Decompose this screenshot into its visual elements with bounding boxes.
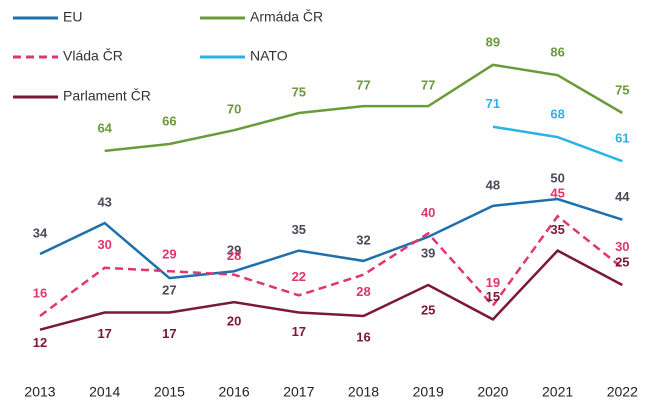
data-label: 19 — [486, 275, 500, 290]
x-tick-label: 2020 — [477, 384, 508, 400]
data-label: 86 — [550, 45, 564, 60]
data-label: 48 — [486, 177, 500, 192]
data-label: 17 — [97, 326, 111, 341]
data-label: 17 — [292, 324, 306, 339]
series-line — [104, 63, 623, 153]
data-label: 17 — [162, 326, 176, 341]
data-label: 28 — [227, 248, 241, 263]
data-label: 34 — [33, 225, 48, 240]
data-label: 45 — [550, 186, 564, 201]
x-tick-label: 2013 — [24, 384, 55, 400]
legend-label: Armáda ČR — [250, 9, 323, 25]
data-label: 50 — [550, 170, 564, 185]
data-label: 89 — [486, 34, 500, 49]
data-label: 44 — [615, 189, 630, 204]
x-tick-label: 2016 — [219, 384, 250, 400]
legend-label: NATO — [250, 48, 288, 64]
data-label: 12 — [33, 335, 47, 350]
data-label: 25 — [615, 254, 629, 269]
x-tick-label: 2018 — [348, 384, 379, 400]
x-tick-label: 2017 — [283, 384, 314, 400]
data-label: 30 — [615, 239, 629, 254]
data-label: 64 — [97, 120, 112, 135]
data-label: 27 — [162, 283, 176, 298]
legend-label: Vláda ČR — [63, 48, 123, 64]
data-label: 40 — [421, 205, 435, 220]
legend-label: Parlament ČR — [63, 88, 151, 104]
data-label: 15 — [486, 289, 500, 304]
data-label: 39 — [421, 245, 435, 260]
data-label: 30 — [97, 237, 111, 252]
data-label: 35 — [292, 222, 306, 237]
data-label: 68 — [550, 107, 564, 122]
data-label: 77 — [421, 78, 435, 93]
data-label: 16 — [356, 329, 370, 344]
data-label: 16 — [33, 285, 47, 300]
data-label: 20 — [227, 314, 241, 329]
data-label: 61 — [615, 131, 629, 146]
data-label: 43 — [97, 195, 111, 210]
data-label: 25 — [421, 302, 435, 317]
data-label: 77 — [356, 78, 370, 93]
series-line — [39, 214, 624, 317]
data-label: 22 — [292, 269, 306, 284]
data-label: 66 — [162, 113, 176, 128]
series-line — [39, 197, 623, 280]
x-tick-label: 2014 — [89, 384, 120, 400]
data-label: 75 — [292, 84, 306, 99]
x-tick-label: 2021 — [542, 384, 573, 400]
data-label: 71 — [486, 96, 500, 111]
x-tick-label: 2019 — [413, 384, 444, 400]
data-label: 32 — [356, 232, 370, 247]
series-line — [39, 249, 623, 331]
data-label: 35 — [550, 222, 564, 237]
x-tick-label: 2015 — [154, 384, 185, 400]
data-label: 28 — [356, 284, 370, 299]
data-label: 29 — [227, 243, 241, 258]
x-tick-label: 2022 — [607, 384, 638, 400]
data-label: 75 — [615, 82, 629, 97]
data-label: 70 — [227, 102, 241, 117]
data-label: 29 — [162, 247, 176, 262]
series-line — [492, 125, 623, 163]
legend-label: EU — [63, 9, 82, 25]
